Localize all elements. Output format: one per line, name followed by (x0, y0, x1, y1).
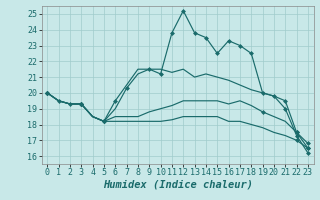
X-axis label: Humidex (Indice chaleur): Humidex (Indice chaleur) (103, 180, 252, 190)
